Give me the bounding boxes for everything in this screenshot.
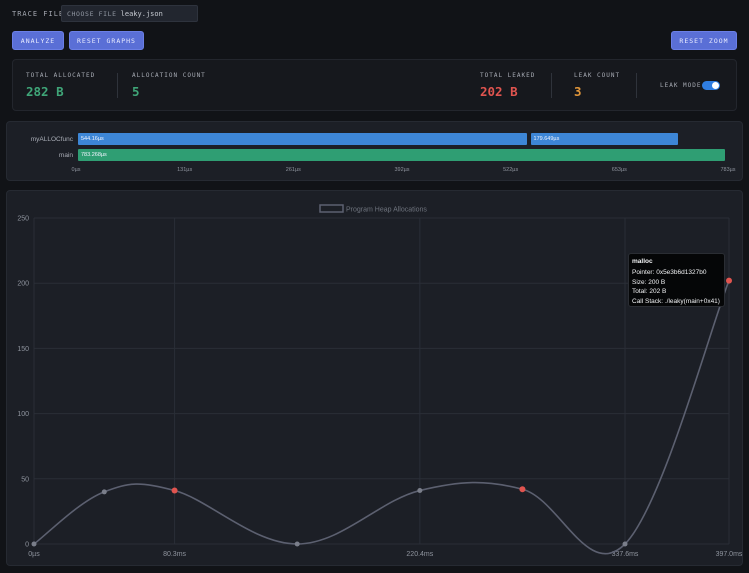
choose-file-button[interactable]: CHOOSE FILE [67,9,117,18]
heap-line [33,280,730,555]
timeline-bar[interactable]: 179.649µs [530,133,679,145]
file-name: leaky.json [120,9,163,18]
leak-point[interactable] [519,486,526,493]
timeline-tick-label: 522µs [503,167,519,173]
legend-label: Program Heap Allocations [346,207,427,214]
analyze-button[interactable]: ANALYZE [12,31,64,50]
x-tick-label: 397.0ms [716,551,743,558]
leak-point[interactable] [171,487,178,494]
tooltip-line: Total: 202 B [632,288,667,295]
chart-tooltip: malloc Pointer: 0x5e3b6d1327b0 Size: 200… [628,253,725,307]
total-allocated-label: TOTAL ALLOCATED [26,72,96,79]
timeline-tick-label: 392µs [394,167,410,173]
stats-divider [551,73,552,98]
stats-panel: TOTAL ALLOCATED 282 B ALLOCATION COUNT 5… [12,59,737,111]
data-point[interactable] [417,488,423,494]
x-tick-label: 337.6ms [612,551,639,558]
heap-chart[interactable]: 0 50 100 150 200 250 0µs 80.3ms 220.4ms 337.6ms 39… [7,191,744,567]
leak-mode-toggle[interactable] [702,81,720,90]
leak-point[interactable] [726,277,732,284]
timeline-bar[interactable]: 783.268µs [78,149,725,161]
legend-swatch [319,204,344,213]
tooltip-line: Pointer: 0x5e3b6d1327b0 [632,269,707,276]
timeline-tick-label: 261µs [285,167,301,173]
timeline-tick-label: 653µs [611,167,627,173]
total-leaked-value: 202 B [480,84,518,99]
timeline-row-label: main [58,152,73,159]
file-picker[interactable]: CHOOSE FILE leaky.json [61,5,198,22]
x-tick-label: 220.4ms [406,551,433,558]
call-timeline: myALLOCfunc 544.16µs 179.649µs main 783.268µ… [6,121,743,181]
allocation-count-value: 5 [132,84,140,99]
toggle-knob [712,82,719,89]
trace-file-label: TRACE FILE [12,10,65,18]
heap-chart-panel: 0 50 100 150 200 250 0µs 80.3ms 220.4ms 337.6ms 39… [6,190,743,566]
allocation-count-label: ALLOCATION COUNT [132,72,206,79]
tooltip-title: malloc [632,258,653,265]
timeline-tick-label: 131µs [177,167,193,173]
timeline-tick-label: 783µs [720,167,736,173]
y-tick-label: 0 [25,542,29,549]
leak-mode-label: LEAK MODE [660,82,702,89]
y-tick-label: 150 [17,346,29,353]
data-point[interactable] [31,541,37,547]
stats-divider [117,73,118,98]
data-point[interactable] [294,541,300,547]
data-point[interactable] [622,541,628,547]
leak-count-value: 3 [574,84,582,99]
y-tick-label: 250 [17,216,29,223]
y-tick-label: 100 [17,411,29,418]
tooltip-line: Size: 200 B [632,278,666,286]
tooltip-line: Call Stack: ./leaky(main+0x41) [632,297,720,305]
timeline-bar[interactable]: 544.16µs [78,133,528,145]
timeline-tick-label: 0µs [71,167,81,173]
reset-graphs-button[interactable]: RESET GRAPHS [69,31,144,50]
data-point[interactable] [101,489,107,495]
x-tick-label: 0µs [28,551,40,558]
stats-divider [636,73,637,98]
x-tick-label: 80.3ms [163,551,186,558]
y-tick-label: 50 [21,476,29,483]
total-allocated-value: 282 B [26,84,64,99]
timeline-row-label: myALLOCfunc [30,136,73,143]
y-tick-label: 200 [17,281,29,288]
reset-zoom-button[interactable]: RESET ZOOM [671,31,737,50]
leak-count-label: LEAK COUNT [574,72,621,79]
total-leaked-label: TOTAL LEAKED [480,72,536,79]
